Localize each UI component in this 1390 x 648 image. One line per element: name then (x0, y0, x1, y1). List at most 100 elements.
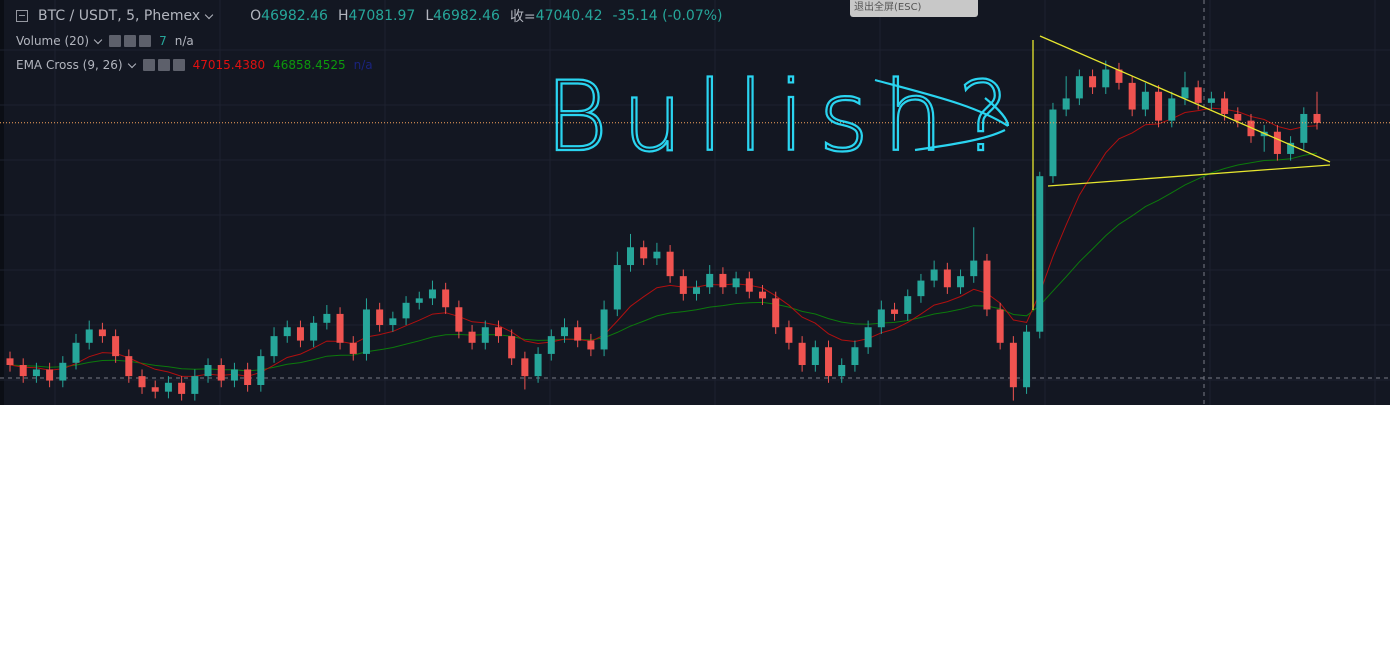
candle-body (6, 358, 14, 366)
candle-body (1141, 91, 1149, 110)
candle-body (825, 347, 833, 377)
candle-body (389, 318, 397, 326)
icon[interactable] (139, 35, 152, 47)
candle-body (851, 347, 859, 366)
candle-body (125, 356, 133, 377)
candle-body (508, 336, 516, 359)
candle-body (1155, 91, 1163, 121)
candle-body (904, 296, 912, 314)
candle-body (19, 365, 27, 377)
collapse-button[interactable] (16, 10, 28, 22)
candle-body (283, 327, 291, 337)
candle-body (732, 278, 740, 288)
candle-body (1049, 109, 1057, 177)
candle-body (244, 369, 252, 386)
indicator-value: n/a (174, 34, 194, 48)
candle-body (376, 309, 384, 326)
candle-body (310, 322, 318, 341)
annotation: Bullish? (545, 61, 1023, 173)
candle-body (468, 331, 476, 343)
close-value: 47040.42 (535, 8, 603, 24)
candle-body (336, 313, 344, 343)
indicator-value: 47015.4380 (192, 58, 266, 72)
candle-body (257, 356, 265, 386)
candle-body (270, 336, 278, 357)
candle-body (494, 327, 502, 337)
candle-body (574, 327, 582, 341)
candle-body (1247, 120, 1255, 137)
icon[interactable] (142, 59, 155, 71)
candle-body (798, 342, 806, 366)
candle-body (1221, 98, 1229, 114)
high-value: 47081.97 (348, 8, 416, 24)
candle-body (32, 369, 40, 377)
chevron[interactable] (93, 35, 103, 44)
candle-body (838, 365, 846, 377)
icon[interactable] (172, 59, 185, 71)
candle-body (323, 313, 331, 323)
candle-body (1168, 98, 1176, 121)
candle-body (811, 347, 819, 366)
candle-body (349, 342, 357, 354)
candle-body (1181, 87, 1189, 99)
candle-body (1089, 76, 1097, 88)
indicator-name: EMA Cross (9, 26) (16, 58, 123, 72)
candle-body (587, 340, 595, 350)
candle-body (1287, 142, 1295, 154)
candle-body (1313, 113, 1321, 123)
candle-body (138, 376, 146, 388)
candle-body (178, 382, 186, 394)
ema-fast (9, 107, 1318, 377)
candle-body (666, 251, 674, 277)
candle-body (983, 260, 991, 310)
chevron[interactable] (127, 59, 136, 68)
candle-body (640, 247, 648, 259)
candle-body (296, 327, 304, 341)
candle-body (772, 298, 780, 328)
candle-body (600, 309, 608, 350)
ema-legend: EMA Cross (9, 26) 47015.4380 46858.4525 … (16, 58, 373, 72)
candle-body (72, 342, 80, 363)
candle-body (1075, 76, 1083, 99)
candle-body (230, 369, 238, 381)
volume-legend: Volume (20) 7 n/a (16, 34, 194, 48)
icon[interactable] (157, 59, 170, 71)
low-label: L (425, 8, 434, 24)
tooltip[interactable]: 退出全屏(ESC) (850, 0, 978, 17)
annotation-arrow (874, 78, 1010, 152)
candle-body (415, 298, 423, 303)
candle-body (1009, 342, 1017, 388)
candle-body (996, 309, 1004, 343)
candle-body (1023, 331, 1031, 388)
candle-body (785, 327, 793, 343)
chart-background (0, 0, 1390, 405)
candles (0, 60, 1390, 401)
icon[interactable] (124, 35, 137, 47)
indicator-value: 46858.4525 (273, 58, 346, 72)
candle-body (217, 365, 225, 381)
candle-body (191, 376, 199, 394)
candle-body (943, 269, 951, 288)
low-value: 46982.46 (433, 8, 500, 24)
open-value: 46982.46 (261, 8, 328, 24)
icon[interactable] (109, 35, 122, 47)
candle-body (970, 260, 978, 277)
candle-body (98, 329, 106, 337)
candle-body (59, 362, 67, 381)
candle-body (626, 247, 634, 266)
triangle-drawing (1032, 35, 1331, 310)
candle-body (1300, 113, 1308, 143)
candle-body (164, 382, 172, 392)
grid (0, 0, 1390, 405)
candle-body (719, 273, 727, 288)
candle-body (455, 307, 463, 332)
candle-body (957, 276, 965, 288)
candle-body (1128, 82, 1136, 110)
symbol-title: BTC / USDT, 5, Phemex (38, 8, 201, 24)
chevron[interactable] (204, 10, 214, 19)
candle-body (151, 387, 159, 392)
change: -35.14 (-0.07%) (612, 8, 723, 24)
candle-body (613, 265, 621, 310)
close-label: 收= (509, 9, 536, 25)
chart: Bullish? (0, 0, 1390, 405)
